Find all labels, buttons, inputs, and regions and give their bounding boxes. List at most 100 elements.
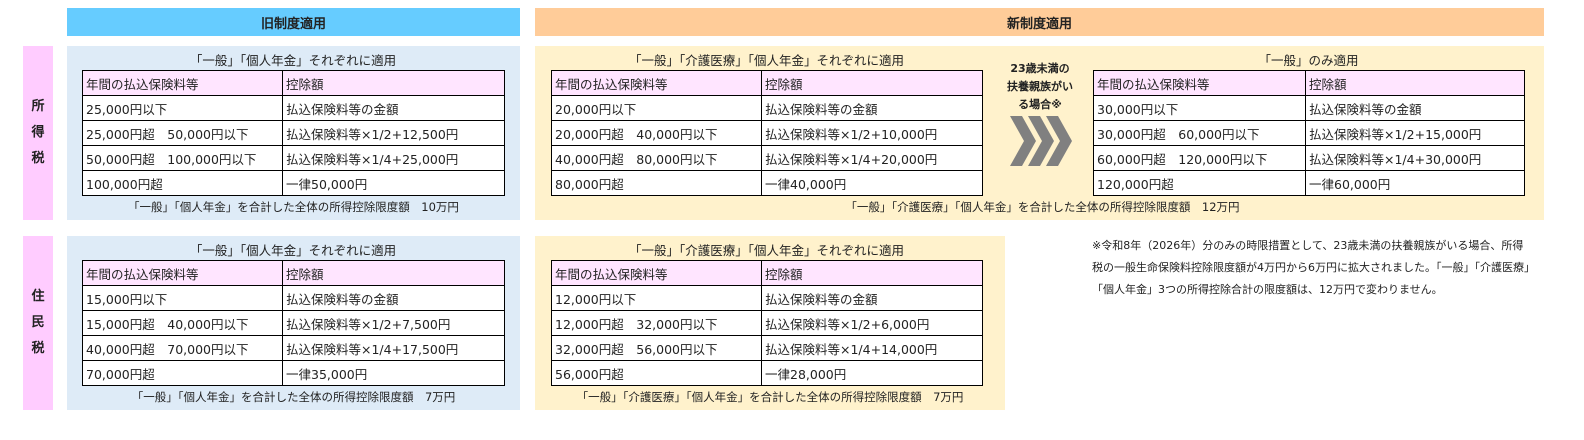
header-cell: 年間の払込保険料等 [551,260,762,286]
special-table: 年間の払込保険料等 控除額 30,000円以下 払込保険料等の金額 30,000円超 6… [1093,70,1525,196]
premium-cell: 32,000円超 56,000円以下 [551,335,762,361]
premium-cell: 30,000円超 60,000円以下 [1093,120,1306,146]
header-cell: 年間の払込保険料等 [82,260,283,286]
old-system-header: 旧制度適用 [67,8,520,36]
premium-cell: 56,000円超 [551,360,762,386]
header-cell: 控除額 [761,260,983,286]
income-tax-label: 所 得 税 [23,46,53,220]
deduction-cell: 払込保険料等×1/4+17,500円 [282,335,505,361]
deduction-cell: 払込保険料等×1/2+10,000円 [761,120,983,146]
premium-cell: 80,000円超 [551,170,762,196]
deduction-cell: 一律35,000円 [282,360,505,386]
label-char: 税 [31,151,45,166]
old-income-table: 年間の払込保険料等 控除額 25,000円以下 払込保険料等の金額 25,000円超 5… [82,70,505,196]
special-title: 「一般」のみ適用 [1258,53,1359,68]
header-cell: 年間の払込保険料等 [1093,70,1306,96]
table-row: 60,000円超 120,000円以下 払込保険料等×1/4+30,000円 [1093,145,1525,171]
table-row: 12,000円超 32,000円以下 払込保険料等×1/2+6,000円 [551,310,983,336]
table-row: 20,000円超 40,000円以下 払込保険料等×1/2+10,000円 [551,120,983,146]
header-cell: 控除額 [282,70,505,96]
premium-cell: 60,000円超 120,000円以下 [1093,145,1306,171]
header-cell: 年間の払込保険料等 [82,70,283,96]
header-cell: 控除額 [1305,70,1525,96]
label-char: 民 [31,315,45,330]
new-income-title: 「一般」「介護医療」「個人年金」それぞれに適用 [628,53,904,68]
deduction-cell: 払込保険料等×1/2+12,500円 [282,120,505,146]
premium-cell: 40,000円超 70,000円以下 [82,335,283,361]
arrow-condition-label: 23歳未満の扶養親族がいる場合※ [1007,62,1073,111]
header-cell: 年間の払込保険料等 [551,70,762,96]
table-row: 32,000円超 56,000円以下 払込保険料等×1/4+14,000円 [551,335,983,361]
premium-cell: 100,000円超 [82,170,283,196]
table-row: 50,000円超 100,000円以下 払込保険料等×1/4+25,000円 [82,145,505,171]
deduction-cell: 払込保険料等×1/4+14,000円 [761,335,983,361]
table-header-row: 年間の払込保険料等 控除額 [82,70,505,96]
old-resident-title: 「一般」「個人年金」それぞれに適用 [189,243,397,258]
table-header-row: 年間の払込保険料等 控除額 [551,70,983,96]
label-char: 得 [31,125,45,140]
deduction-cell: 払込保険料等の金額 [761,285,983,311]
deduction-cell: 払込保険料等の金額 [282,285,505,311]
new-resident-title: 「一般」「介護医療」「個人年金」それぞれに適用 [628,243,904,258]
premium-cell: 30,000円以下 [1093,95,1306,121]
table-row: 100,000円超 一律50,000円 [82,170,505,196]
premium-cell: 12,000円以下 [551,285,762,311]
premium-cell: 120,000円超 [1093,170,1306,196]
premium-cell: 12,000円超 32,000円以下 [551,310,762,336]
table-row: 20,000円以下 払込保険料等の金額 [551,95,983,121]
deduction-cell: 一律28,000円 [761,360,983,386]
premium-cell: 20,000円以下 [551,95,762,121]
premium-cell: 15,000円超 40,000円以下 [82,310,283,336]
premium-cell: 25,000円以下 [82,95,283,121]
deduction-cell: 一律40,000円 [761,170,983,196]
old-resident-footer: 「一般」「個人年金」を合計した全体の所得控除限度額 7万円 [131,390,456,404]
table-row: 25,000円超 50,000円以下 払込保険料等×1/2+12,500円 [82,120,505,146]
table-row: 70,000円超 一律35,000円 [82,360,505,386]
table-row: 40,000円超 70,000円以下 払込保険料等×1/4+17,500円 [82,335,505,361]
label-char: 税 [31,341,45,356]
table-header-row: 年間の払込保険料等 控除額 [1093,70,1525,96]
old-income-footer: 「一般」「個人年金」を合計した全体の所得控除限度額 10万円 [128,200,459,214]
deduction-cell: 払込保険料等の金額 [282,95,505,121]
premium-cell: 25,000円超 50,000円以下 [82,120,283,146]
new-resident-table: 年間の払込保険料等 控除額 12,000円以下 払込保険料等の金額 12,000円超 3… [551,260,983,386]
table-row: 40,000円超 80,000円以下 払込保険料等×1/4+20,000円 [551,145,983,171]
deduction-cell: 払込保険料等×1/2+6,000円 [761,310,983,336]
resident-tax-label: 住 民 税 [23,236,53,410]
footnote: ※令和8年（2026年）分のみの時限措置として、23歳未満の扶養親族がいる場合、… [1092,239,1530,296]
triple-chevron-right-icon [1010,116,1072,166]
table-row: 120,000円超 一律60,000円 [1093,170,1525,196]
deduction-cell: 払込保険料等の金額 [1305,95,1525,121]
deduction-cell: 一律60,000円 [1305,170,1525,196]
table-row: 80,000円超 一律40,000円 [551,170,983,196]
new-resident-footer: 「一般」「介護医療」「個人年金」を合計した全体の所得控除限度額 7万円 [576,390,964,404]
deduction-cell: 払込保険料等×1/4+25,000円 [282,145,505,171]
deduction-cell: 払込保険料等×1/2+7,500円 [282,310,505,336]
table-row: 30,000円以下 払込保険料等の金額 [1093,95,1525,121]
premium-cell: 40,000円超 80,000円以下 [551,145,762,171]
premium-cell: 20,000円超 40,000円以下 [551,120,762,146]
old-resident-table: 年間の払込保険料等 控除額 15,000円以下 払込保険料等の金額 15,000円超 4… [82,260,505,386]
table-row: 15,000円以下 払込保険料等の金額 [82,285,505,311]
table-row: 30,000円超 60,000円以下 払込保険料等×1/2+15,000円 [1093,120,1525,146]
header-cell: 控除額 [761,70,983,96]
label-char: 所 [31,99,45,114]
table-row: 12,000円以下 払込保険料等の金額 [551,285,983,311]
new-income-table: 年間の払込保険料等 控除額 20,000円以下 払込保険料等の金額 20,000円超 4… [551,70,983,196]
header-cell: 控除額 [282,260,505,286]
table-row: 15,000円超 40,000円以下 払込保険料等×1/2+7,500円 [82,310,505,336]
premium-cell: 50,000円超 100,000円以下 [82,145,283,171]
premium-cell: 15,000円以下 [82,285,283,311]
new-income-footer: 「一般」「介護医療」「個人年金」を合計した全体の所得控除限度額 12万円 [845,200,1240,214]
old-income-title: 「一般」「個人年金」それぞれに適用 [189,53,397,68]
table-row: 25,000円以下 払込保険料等の金額 [82,95,505,121]
label-char: 住 [31,289,45,304]
deduction-cell: 一律50,000円 [282,170,505,196]
table-row: 56,000円超 一律28,000円 [551,360,983,386]
new-system-header: 新制度適用 [535,8,1544,36]
premium-cell: 70,000円超 [82,360,283,386]
deduction-cell: 払込保険料等×1/4+20,000円 [761,145,983,171]
deduction-cell: 払込保険料等の金額 [761,95,983,121]
table-header-row: 年間の払込保険料等 控除額 [82,260,505,286]
table-header-row: 年間の払込保険料等 控除額 [551,260,983,286]
